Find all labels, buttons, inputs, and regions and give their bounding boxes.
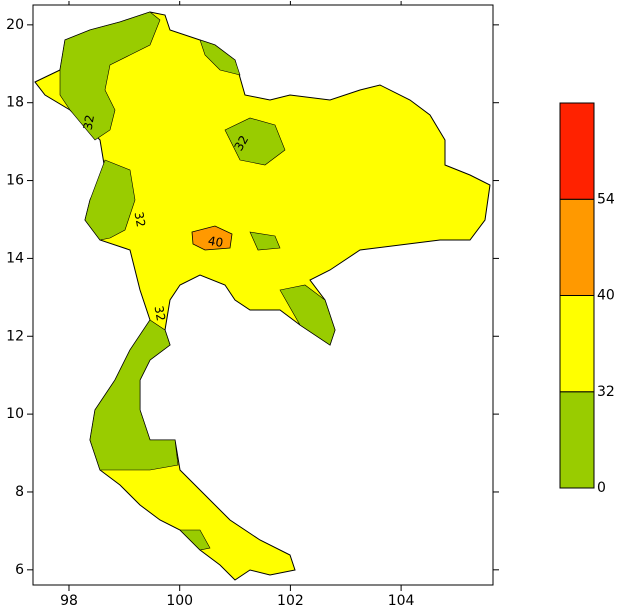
y-tick-label: 12 [6, 328, 24, 344]
x-tick-label: 98 [60, 593, 78, 609]
x-tick-label: 104 [388, 593, 415, 609]
zone-green [249, 231, 281, 251]
colorbar-band [559, 295, 595, 393]
x-tick-label: 102 [277, 593, 304, 609]
colorbar-band [559, 102, 595, 200]
zone-orange [191, 225, 233, 251]
zone-green [199, 39, 241, 76]
axes: 98 100 102 104 6 8 10 12 14 16 18 20 [6, 1, 499, 609]
contour-label: 32 [152, 305, 168, 322]
contour-label: 32 [232, 133, 252, 153]
colorbar-label: 32 [597, 384, 615, 400]
y-tick-label: 10 [6, 406, 24, 422]
y-tick-label: 6 [15, 562, 24, 578]
colorbar-label: 40 [597, 288, 615, 304]
zone-green [89, 319, 179, 471]
colorbar-band [559, 198, 595, 296]
zone-green [59, 11, 161, 141]
y-tick-label: 16 [6, 173, 24, 189]
zone-green [84, 159, 136, 241]
colorbar-label: 0 [597, 480, 606, 496]
land [34, 11, 491, 581]
colorbar-label: 54 [597, 191, 615, 207]
y-tick-label: 8 [15, 484, 24, 500]
zone-green [279, 284, 336, 346]
plot-frame [32, 4, 494, 586]
contour-label: 32 [81, 114, 97, 131]
zone-green [179, 529, 211, 551]
y-tick-label: 18 [6, 95, 24, 111]
y-tick-label: 20 [6, 17, 24, 33]
x-tick-label: 100 [166, 593, 193, 609]
y-tick-label: 14 [6, 250, 24, 266]
zone-green [224, 117, 286, 166]
contour-label: 32 [132, 211, 148, 228]
contour-label: 40 [207, 234, 224, 250]
colorbar-band [559, 391, 595, 489]
colorbar: 0 32 40 54 [559, 102, 615, 496]
